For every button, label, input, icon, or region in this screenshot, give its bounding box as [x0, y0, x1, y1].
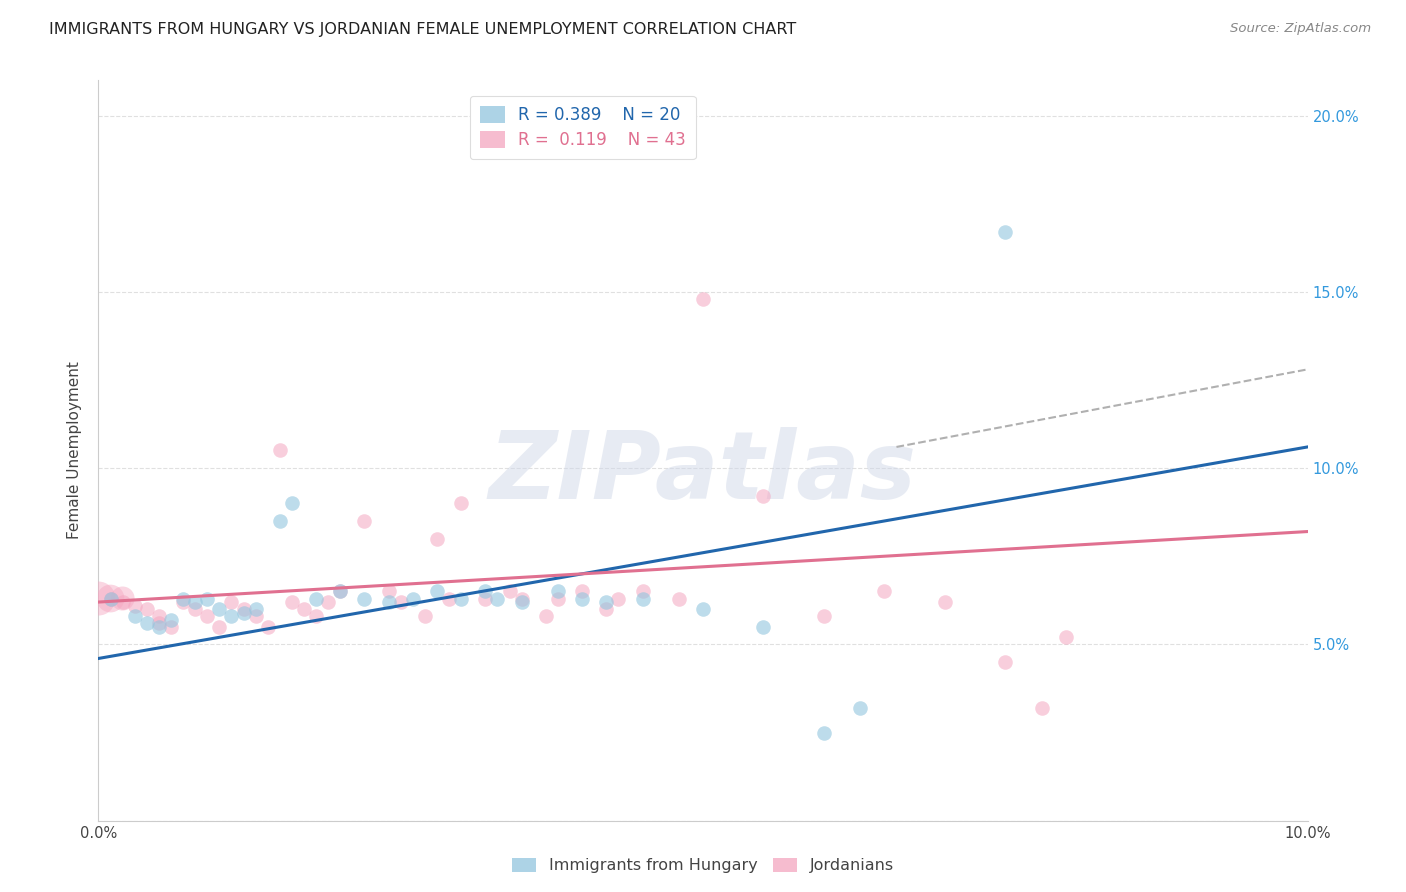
Point — [172, 591, 194, 606]
Point — [232, 606, 254, 620]
Point — [752, 620, 775, 634]
Text: IMMIGRANTS FROM HUNGARY VS JORDANIAN FEMALE UNEMPLOYMENT CORRELATION CHART: IMMIGRANTS FROM HUNGARY VS JORDANIAN FEM… — [49, 22, 796, 37]
Point — [160, 613, 183, 627]
Point — [873, 584, 896, 599]
Point — [124, 609, 146, 624]
Point — [571, 591, 593, 606]
Point — [934, 595, 956, 609]
Point — [534, 609, 557, 624]
Point — [148, 609, 170, 624]
Point — [377, 584, 399, 599]
Point — [813, 725, 835, 739]
Point — [353, 591, 375, 606]
Point — [595, 602, 617, 616]
Point — [221, 595, 243, 609]
Point — [377, 595, 399, 609]
Point — [595, 595, 617, 609]
Y-axis label: Female Unemployment: Female Unemployment — [67, 361, 83, 540]
Point — [402, 591, 425, 606]
Point — [752, 489, 775, 503]
Point — [208, 620, 231, 634]
Point — [510, 595, 533, 609]
Point — [631, 591, 654, 606]
Point — [353, 514, 375, 528]
Point — [305, 609, 328, 624]
Point — [692, 292, 714, 306]
Point — [571, 584, 593, 599]
Point — [184, 595, 207, 609]
Point — [100, 591, 122, 606]
Point — [474, 591, 496, 606]
Text: ZIPatlas: ZIPatlas — [489, 426, 917, 518]
Point — [232, 602, 254, 616]
Point — [426, 532, 449, 546]
Point — [281, 496, 304, 510]
Point — [148, 616, 170, 631]
Point — [994, 225, 1017, 239]
Point — [547, 591, 569, 606]
Point — [547, 584, 569, 599]
Legend: Immigrants from Hungary, Jordanians: Immigrants from Hungary, Jordanians — [505, 851, 901, 880]
Point — [1054, 630, 1077, 644]
Point — [474, 584, 496, 599]
Legend: R = 0.389    N = 20, R =  0.119    N = 43: R = 0.389 N = 20, R = 0.119 N = 43 — [470, 96, 696, 159]
Point — [100, 591, 122, 606]
Point — [450, 496, 472, 510]
Point — [195, 591, 218, 606]
Point — [160, 620, 183, 634]
Point — [510, 591, 533, 606]
Point — [269, 514, 291, 528]
Point — [87, 591, 110, 606]
Point — [498, 584, 520, 599]
Point — [437, 591, 460, 606]
Point — [208, 602, 231, 616]
Point — [813, 609, 835, 624]
Point — [124, 599, 146, 613]
Point — [329, 584, 352, 599]
Point — [1031, 701, 1053, 715]
Point — [316, 595, 339, 609]
Point — [389, 595, 412, 609]
Point — [281, 595, 304, 609]
Point — [329, 584, 352, 599]
Point — [221, 609, 243, 624]
Point — [849, 701, 872, 715]
Point — [195, 609, 218, 624]
Point — [245, 602, 267, 616]
Point — [305, 591, 328, 606]
Point — [486, 591, 509, 606]
Point — [607, 591, 630, 606]
Point — [269, 443, 291, 458]
Point — [135, 602, 157, 616]
Point — [111, 595, 134, 609]
Point — [111, 591, 134, 606]
Text: Source: ZipAtlas.com: Source: ZipAtlas.com — [1230, 22, 1371, 36]
Point — [256, 620, 278, 634]
Point — [994, 655, 1017, 669]
Point — [172, 595, 194, 609]
Point — [184, 602, 207, 616]
Point — [631, 584, 654, 599]
Point — [413, 609, 436, 624]
Point — [135, 616, 157, 631]
Point — [245, 609, 267, 624]
Point — [692, 602, 714, 616]
Point — [148, 620, 170, 634]
Point — [426, 584, 449, 599]
Point — [100, 591, 122, 606]
Point — [292, 602, 315, 616]
Point — [668, 591, 690, 606]
Point — [450, 591, 472, 606]
